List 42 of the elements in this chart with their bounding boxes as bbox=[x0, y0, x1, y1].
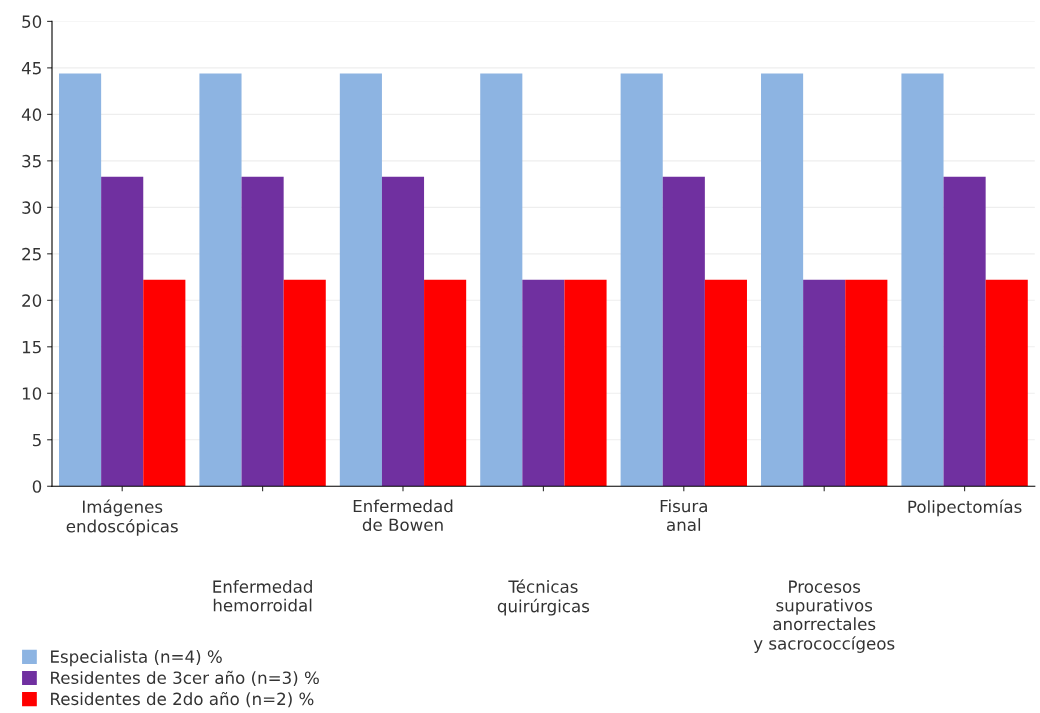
x-tick-label: Polipectomías bbox=[908, 499, 1022, 517]
bar bbox=[199, 73, 242, 487]
bar bbox=[522, 279, 565, 487]
y-tick-label: 30 bbox=[22, 201, 42, 214]
bar bbox=[564, 279, 607, 487]
x-tick-label: Técnicas quirúrgicas bbox=[497, 579, 590, 616]
bar bbox=[241, 176, 284, 487]
x-tick-label: Procesos supurativos anorrectales y sacrococcígeos bbox=[753, 580, 895, 653]
x-tick-label: Enfermedad hemorroidal bbox=[213, 580, 312, 612]
x-tick-label: Enfermedad de Bowen bbox=[353, 499, 453, 532]
bar bbox=[620, 73, 663, 487]
y-tick-label: 40 bbox=[21, 108, 42, 121]
y-tick-label: 35 bbox=[22, 154, 41, 168]
bar bbox=[704, 279, 747, 487]
bar bbox=[943, 176, 986, 487]
x-tick-label: Fisura anal bbox=[660, 499, 707, 532]
legend-label: Residentes de 3cer año (n=3) % bbox=[51, 670, 319, 687]
bar bbox=[803, 279, 846, 487]
bar bbox=[761, 73, 804, 487]
bar bbox=[381, 176, 425, 487]
legend-label: Residentes de 2do año (n=2) % bbox=[51, 692, 314, 708]
bar bbox=[339, 73, 382, 487]
y-tick-label: 45 bbox=[21, 62, 41, 75]
y-tick-label: 25 bbox=[22, 247, 41, 261]
bar bbox=[143, 279, 186, 487]
bar bbox=[985, 279, 1028, 487]
y-tick-label: 50 bbox=[22, 15, 42, 28]
bar bbox=[480, 73, 523, 487]
bar bbox=[901, 73, 944, 487]
y-tick-label: 20 bbox=[22, 294, 42, 307]
y-tick-label: 0 bbox=[32, 480, 42, 493]
bar bbox=[101, 176, 144, 487]
bar bbox=[845, 279, 888, 487]
bar bbox=[424, 279, 467, 487]
y-tick-label: 5 bbox=[32, 433, 41, 447]
bar bbox=[662, 176, 705, 487]
bar bbox=[283, 279, 326, 487]
bar bbox=[59, 73, 102, 487]
y-tick-label: 15 bbox=[22, 340, 41, 354]
y-tick-label: 10 bbox=[22, 387, 42, 400]
x-tick-label: Imágenes endoscópicas bbox=[66, 499, 178, 536]
legend-label: Especialista (n=4) % bbox=[51, 650, 222, 667]
